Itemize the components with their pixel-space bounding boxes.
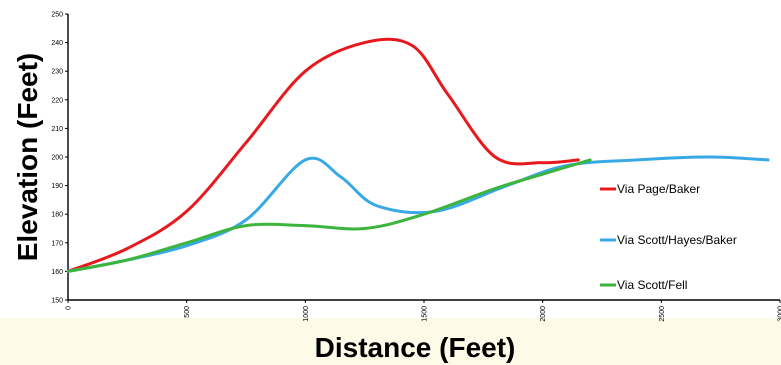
y-tick-label: 180 (51, 212, 63, 219)
legend-label-2: Via Scott/Hayes/Baker (617, 233, 737, 247)
x-tick-label: 2500 (659, 306, 666, 322)
y-axis-label: Elevation (Feet) (12, 52, 43, 262)
y-tick-label: 230 (51, 69, 63, 76)
footer-band (0, 318, 781, 365)
series-line-3 (66, 158, 592, 273)
series-line-2 (66, 155, 770, 273)
x-tick-label: 3000 (778, 306, 781, 322)
x-tick-label: 2000 (540, 306, 547, 322)
y-tick-label: 220 (51, 97, 63, 104)
x-axis-label: Distance (Feet) (314, 332, 516, 363)
y-tick-label: 250 (51, 12, 63, 19)
y-tick-label: 210 (51, 126, 63, 133)
y-tick-label: 170 (51, 240, 63, 247)
x-tick-label: 500 (184, 306, 191, 318)
x-tick-label: 1000 (303, 306, 310, 322)
x-tick-label: 1500 (422, 306, 429, 322)
legend-label-1: Via Page/Baker (617, 182, 700, 196)
y-tick-label: 190 (51, 183, 63, 190)
y-tick-label: 150 (51, 298, 63, 305)
y-tick-label: 160 (51, 269, 63, 276)
y-tick-label: 240 (51, 40, 63, 47)
x-tick-label: 0 (66, 306, 73, 310)
y-tick-label: 200 (51, 155, 63, 162)
legend-label-3: Via Scott/Fell (617, 278, 687, 292)
series-line-1 (66, 37, 580, 273)
